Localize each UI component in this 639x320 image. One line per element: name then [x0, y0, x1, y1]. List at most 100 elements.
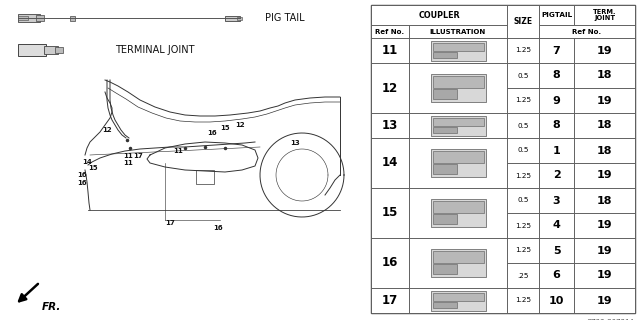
Bar [409, 188, 507, 238]
Text: 11: 11 [382, 44, 398, 57]
Text: 1.25: 1.25 [515, 222, 531, 228]
Text: TERM.
JOINT: TERM. JOINT [593, 9, 616, 21]
Text: 19: 19 [597, 171, 612, 180]
Bar [507, 5, 539, 38]
Text: 6: 6 [553, 270, 560, 281]
Bar [574, 88, 635, 113]
Bar [539, 88, 574, 113]
Bar [433, 117, 484, 125]
Bar [55, 47, 63, 53]
Bar [433, 126, 457, 132]
Bar [431, 291, 486, 310]
Text: 0.5: 0.5 [517, 148, 528, 154]
Text: ILLUSTRATION: ILLUSTRATION [430, 28, 486, 35]
Text: 19: 19 [597, 270, 612, 281]
Text: 13: 13 [382, 119, 398, 132]
Bar [574, 63, 635, 88]
Text: 1.25: 1.25 [515, 98, 531, 103]
Text: 4: 4 [553, 220, 560, 230]
Text: 19: 19 [597, 220, 612, 230]
Bar [574, 188, 635, 213]
Bar [574, 213, 635, 238]
Bar [409, 38, 507, 63]
Bar [225, 15, 240, 20]
Text: TERMINAL JOINT: TERMINAL JOINT [115, 45, 194, 55]
Bar [574, 113, 635, 138]
Bar [507, 238, 539, 263]
Text: 8: 8 [553, 70, 560, 81]
Text: 0.5: 0.5 [517, 123, 528, 129]
Bar [574, 5, 635, 25]
Bar [433, 301, 457, 308]
Bar [371, 188, 409, 238]
Text: 12: 12 [382, 82, 398, 94]
Text: 18: 18 [597, 196, 612, 205]
Bar [433, 43, 484, 51]
Bar [507, 63, 539, 88]
Bar [539, 25, 635, 38]
Text: 19: 19 [597, 245, 612, 255]
Text: 10: 10 [549, 295, 564, 306]
Bar [433, 151, 484, 163]
Bar [574, 38, 635, 63]
Bar [433, 264, 457, 274]
Text: 14: 14 [82, 159, 92, 165]
Bar [433, 292, 484, 300]
Text: 1.25: 1.25 [515, 247, 531, 253]
Bar [409, 25, 507, 38]
Bar [507, 38, 539, 63]
Bar [409, 138, 507, 188]
Text: 19: 19 [597, 295, 612, 306]
Bar [574, 163, 635, 188]
Text: 15: 15 [382, 206, 398, 220]
Bar [409, 63, 507, 113]
Bar [431, 199, 486, 227]
Bar [539, 63, 574, 88]
Bar [371, 238, 409, 288]
Bar [574, 288, 635, 313]
Bar [539, 163, 574, 188]
Bar [196, 170, 214, 184]
Text: 11: 11 [173, 148, 183, 154]
Text: 17: 17 [165, 220, 175, 226]
Bar [18, 44, 46, 56]
Text: 17: 17 [133, 153, 143, 159]
Bar [70, 15, 75, 20]
Bar [371, 288, 409, 313]
Text: 14: 14 [382, 156, 398, 170]
Text: 16: 16 [77, 180, 87, 186]
Bar [371, 5, 635, 313]
Text: 16: 16 [382, 257, 398, 269]
Bar [371, 138, 409, 188]
Text: 7: 7 [553, 45, 560, 55]
Text: 13: 13 [290, 140, 300, 146]
Text: 19: 19 [597, 45, 612, 55]
Text: SZ33-S0721A: SZ33-S0721A [587, 319, 635, 320]
Bar [507, 288, 539, 313]
Bar [237, 17, 242, 20]
Text: 18: 18 [597, 146, 612, 156]
Bar [431, 149, 486, 177]
Bar [507, 88, 539, 113]
Bar [539, 138, 574, 163]
Bar [507, 213, 539, 238]
Bar [18, 14, 40, 22]
Text: 5: 5 [553, 245, 560, 255]
Bar [433, 214, 457, 224]
Text: SIZE: SIZE [514, 17, 532, 26]
Text: 11: 11 [123, 160, 133, 166]
Text: 15: 15 [88, 165, 98, 171]
Text: 12: 12 [102, 127, 112, 133]
Bar [574, 263, 635, 288]
Bar [539, 188, 574, 213]
Bar [539, 263, 574, 288]
Text: 2: 2 [553, 171, 560, 180]
Bar [409, 288, 507, 313]
Text: Ref No.: Ref No. [376, 28, 404, 35]
Text: Ref No.: Ref No. [573, 28, 601, 35]
Bar [431, 249, 486, 277]
Text: 18: 18 [597, 70, 612, 81]
Text: PIGTAIL: PIGTAIL [541, 12, 572, 18]
Text: PIG TAIL: PIG TAIL [265, 13, 305, 23]
Bar [371, 5, 507, 25]
